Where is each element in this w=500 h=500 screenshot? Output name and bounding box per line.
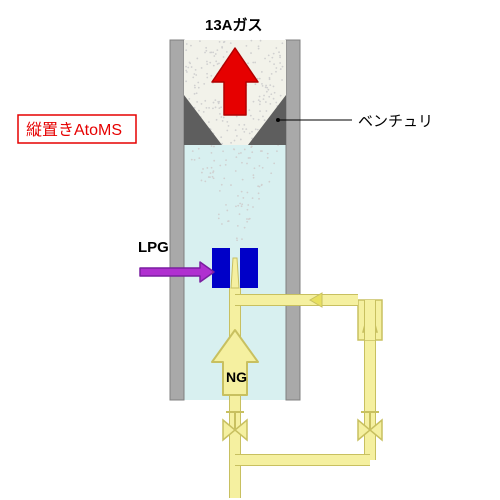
venturi-label: ベンチュリ — [358, 113, 433, 130]
lpg-label: LPG — [138, 239, 169, 256]
top-gas-label: 13Aガス — [205, 17, 263, 34]
ng-label: NG — [226, 369, 247, 385]
title-text: 縦置きAtoMS — [26, 121, 122, 139]
